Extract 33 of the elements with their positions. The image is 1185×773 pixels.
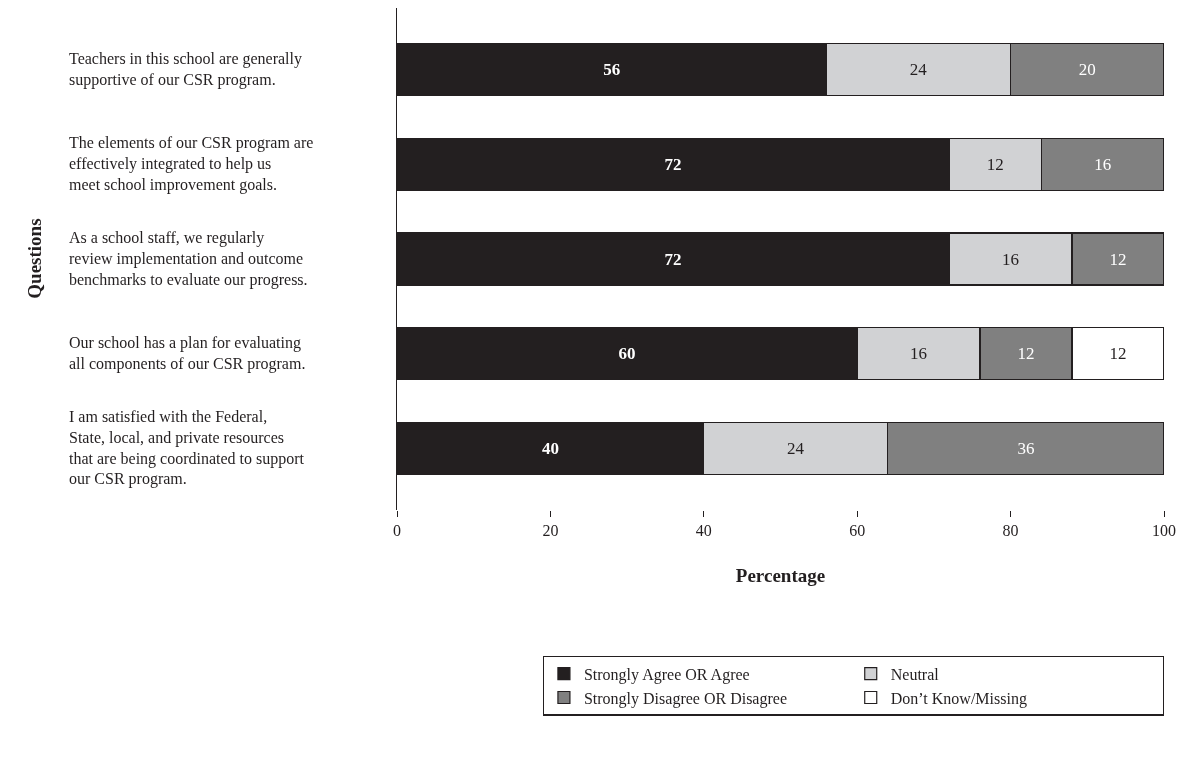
legend-label: Don’t Know/Missing — [890, 689, 1027, 708]
data-label: 60 — [618, 344, 636, 364]
data-label: 20 — [1078, 60, 1096, 80]
data-label: 12 — [1109, 344, 1127, 364]
y-tick-label: Our school has a plan for evaluating all components of our CSR program. — [69, 334, 306, 373]
legend-label: Strongly Disagree OR Disagree — [583, 689, 787, 708]
data-label: 12 — [1109, 249, 1127, 269]
data-label: 16 — [1002, 249, 1020, 269]
y-tick-label: Teachers in this school are generally supportive of our CSR program. — [69, 50, 303, 89]
data-label: 16 — [910, 344, 928, 364]
data-label: 12 — [1017, 344, 1035, 364]
x-tick-label: 60 — [849, 522, 866, 540]
y-tick-label: As a school staff, we regularly review implementation and outcome benchmarks to evaluate our progress. — [69, 229, 308, 289]
data-label: 12 — [986, 154, 1004, 174]
y-axis-title: Questions — [23, 218, 45, 299]
x-tick-label: 20 — [542, 522, 559, 540]
legend-label: Neutral — [890, 665, 940, 683]
legend-label: Strongly Agree OR Agree — [583, 665, 750, 684]
x-tick-label: 100 — [1152, 522, 1176, 540]
data-label: 40 — [541, 438, 559, 458]
x-tick-label: 0 — [393, 522, 401, 540]
data-label: 72 — [664, 154, 682, 174]
data-label: 72 — [664, 249, 682, 269]
y-tick-label: I am satisfied with the Federal, State, local, and private resources that are being coordinated to support our CSR program. — [69, 408, 305, 489]
data-label: 16 — [1094, 154, 1112, 174]
x-axis-title: Percentage — [735, 565, 826, 586]
data-label: 56 — [603, 60, 621, 80]
data-label: 36 — [1017, 438, 1035, 458]
data-label: 24 — [909, 60, 928, 80]
x-tick-label: 40 — [695, 522, 712, 540]
data-label: 24 — [787, 438, 805, 458]
x-tick-label: 80 — [1002, 522, 1019, 540]
y-tick-label: The elements of our CSR program are effectively integrated to help us meet school improvement goals. — [69, 134, 314, 194]
